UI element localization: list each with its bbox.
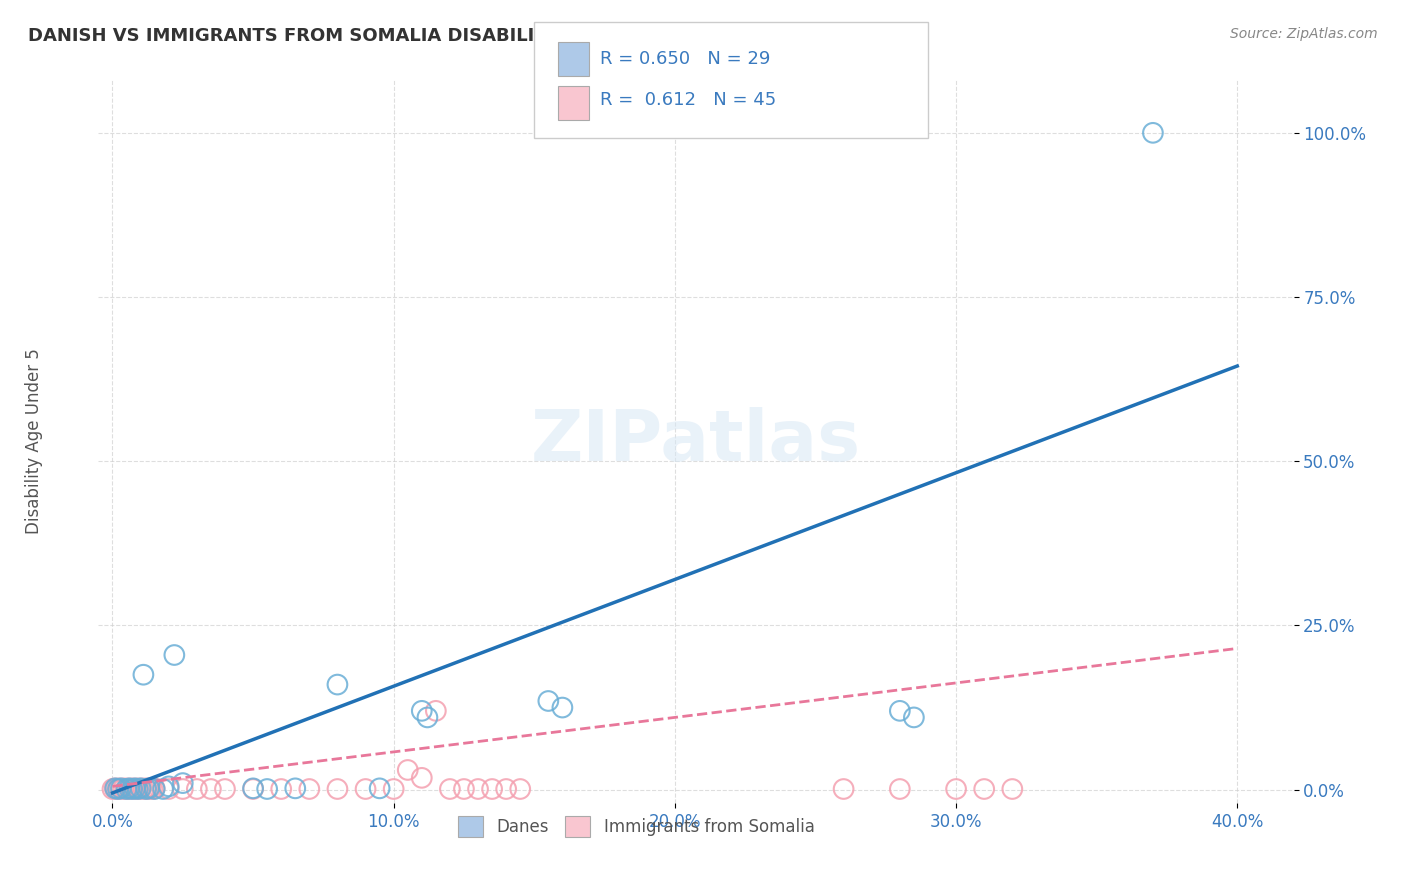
Point — [889, 782, 911, 797]
Point — [1142, 126, 1164, 140]
Point — [107, 782, 129, 797]
Point — [157, 782, 180, 797]
Point — [256, 782, 278, 797]
Point — [326, 782, 349, 797]
Point — [903, 710, 925, 724]
Point — [537, 694, 560, 708]
Point — [110, 781, 132, 796]
Point — [136, 782, 159, 797]
Point — [186, 782, 208, 797]
Point — [139, 781, 162, 796]
Point — [973, 782, 995, 797]
Point — [467, 782, 489, 797]
Point — [382, 782, 405, 797]
Point — [270, 782, 292, 797]
Point — [481, 782, 503, 797]
Point — [143, 781, 166, 796]
Text: DANISH VS IMMIGRANTS FROM SOMALIA DISABILITY AGE UNDER 5 CORRELATION CHART: DANISH VS IMMIGRANTS FROM SOMALIA DISABI… — [28, 27, 924, 45]
Point — [127, 782, 149, 797]
Point — [214, 782, 236, 797]
Point — [832, 782, 855, 797]
Point — [124, 782, 146, 797]
Point — [129, 781, 152, 796]
Point — [135, 782, 157, 797]
Point — [120, 782, 142, 797]
Point — [368, 781, 391, 796]
Point — [242, 782, 264, 797]
Point — [326, 677, 349, 691]
Point — [101, 782, 124, 797]
Point — [110, 782, 132, 797]
Point — [104, 781, 127, 796]
Text: Source: ZipAtlas.com: Source: ZipAtlas.com — [1230, 27, 1378, 41]
Point — [509, 782, 531, 797]
Point — [114, 782, 136, 797]
Text: ZIPatlas: ZIPatlas — [531, 407, 860, 476]
Point — [200, 782, 222, 797]
Point — [112, 781, 135, 796]
Point — [125, 781, 148, 796]
Point — [121, 781, 143, 796]
Text: R = 0.650   N = 29: R = 0.650 N = 29 — [600, 50, 770, 68]
Point — [172, 782, 194, 797]
Point — [495, 782, 517, 797]
Point — [104, 781, 127, 796]
Point — [132, 782, 155, 797]
Point — [117, 781, 139, 796]
Point — [115, 782, 138, 797]
Legend: Danes, Immigrants from Somalia: Danes, Immigrants from Somalia — [450, 808, 823, 845]
Point — [1001, 782, 1024, 797]
Point — [163, 648, 186, 662]
Point — [298, 782, 321, 797]
Point — [439, 782, 461, 797]
Point — [889, 704, 911, 718]
Point — [172, 776, 194, 790]
Point — [132, 667, 155, 681]
Point — [425, 704, 447, 718]
Point — [118, 781, 141, 796]
Point — [124, 781, 146, 796]
Point — [108, 781, 131, 796]
Point — [141, 782, 163, 797]
Point — [143, 782, 166, 797]
Point — [284, 781, 307, 796]
Point — [416, 710, 439, 724]
Point — [121, 782, 143, 797]
Point — [242, 781, 264, 796]
Point — [453, 782, 475, 797]
Point — [945, 782, 967, 797]
Point — [551, 700, 574, 714]
Point — [396, 763, 419, 777]
Text: R =  0.612   N = 45: R = 0.612 N = 45 — [600, 91, 776, 109]
Point — [131, 781, 153, 796]
Point — [135, 781, 157, 796]
Point — [105, 782, 128, 797]
Point — [138, 781, 160, 796]
Point — [354, 782, 377, 797]
Point — [411, 771, 433, 785]
Y-axis label: Disability Age Under 5: Disability Age Under 5 — [25, 349, 42, 534]
Point — [411, 704, 433, 718]
Point — [152, 782, 174, 797]
Point — [128, 782, 150, 797]
Point — [157, 780, 180, 794]
